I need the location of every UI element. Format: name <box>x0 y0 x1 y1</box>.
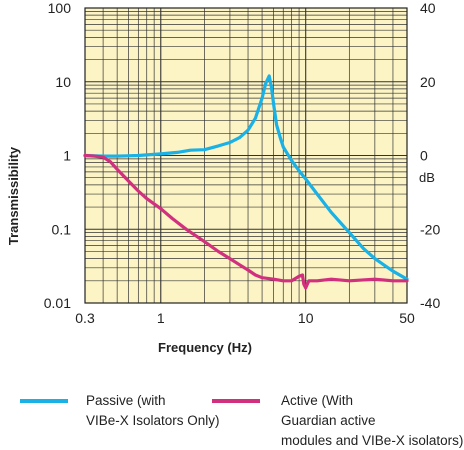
series-line-active <box>83 153 409 290</box>
y2-tick-label: 40 <box>420 0 436 16</box>
y2-unit-label: dB <box>419 170 435 185</box>
x-tick-label: 50 <box>399 310 415 326</box>
y-tick-label: 1 <box>63 148 71 164</box>
major-gridlines <box>85 8 407 303</box>
y-tick-label: 0.01 <box>44 295 71 311</box>
y2-tick-label: 0 <box>420 148 428 164</box>
legend-label-active: Active (With Guardian active modules and… <box>281 393 463 448</box>
y-tick-label: 0.1 <box>52 221 72 237</box>
legend-label-passive: Passive (with VIBe-X Isolators Only) <box>86 393 220 428</box>
y2-tick-label: 20 <box>420 74 436 90</box>
x-tick-label: 1 <box>157 310 165 326</box>
x-tick-label: 0.3 <box>75 310 95 326</box>
x-tick-label: 10 <box>298 310 314 326</box>
y-axis-label: Transmissibility <box>6 146 21 245</box>
y-tick-label: 10 <box>55 74 71 90</box>
y2-tick-label: -20 <box>420 221 440 237</box>
series-line-passive <box>83 74 409 281</box>
series-layer <box>83 74 409 290</box>
y-tick-label: 100 <box>48 0 72 16</box>
y2-tick-label: -40 <box>420 295 440 311</box>
x-axis-label: Frequency (Hz) <box>158 340 252 355</box>
tick-labels: 0.3 1 10 50 0.01 0.1 1 10 100 -40 -20 0 20 40 <box>44 0 441 326</box>
